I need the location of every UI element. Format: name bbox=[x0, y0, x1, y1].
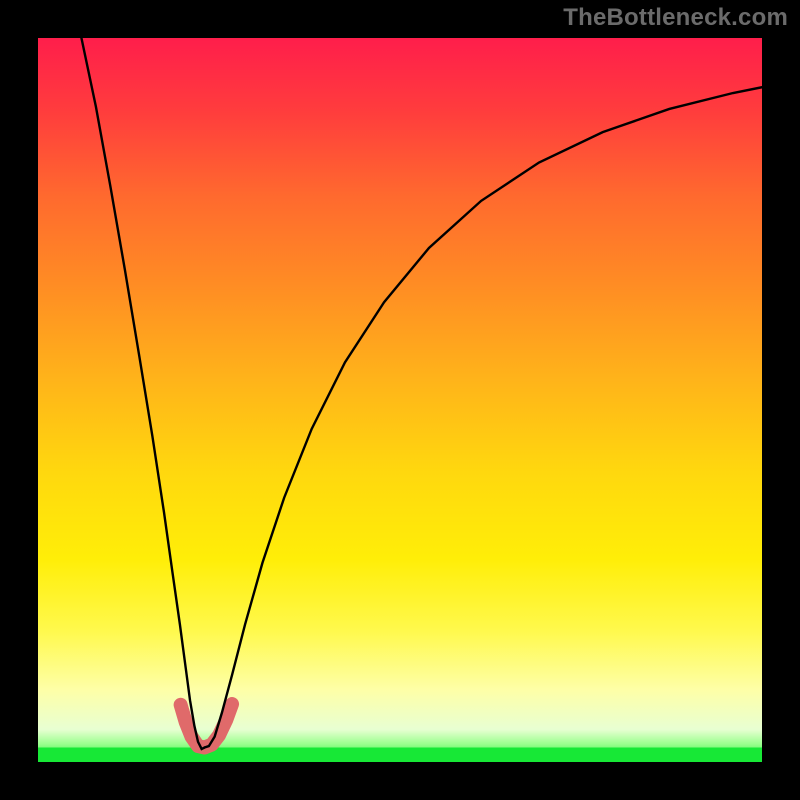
canvas-root: TheBottleneck.com bbox=[0, 0, 800, 800]
bottleneck-chart-svg bbox=[38, 38, 762, 762]
bottom-green-strip bbox=[38, 748, 762, 762]
plot-area bbox=[38, 38, 762, 762]
watermark-text: TheBottleneck.com bbox=[563, 4, 788, 32]
